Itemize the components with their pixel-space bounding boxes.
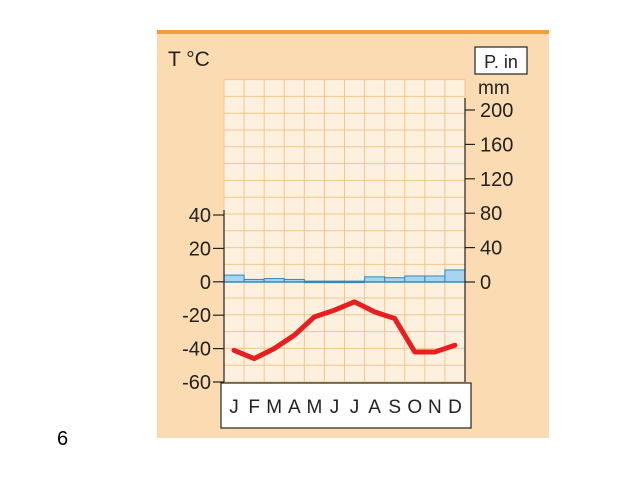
month-label: J	[330, 397, 340, 418]
month-label: J	[350, 397, 360, 418]
left-axis-tick-label: 20	[189, 238, 211, 260]
left-axis-tick-label: -20	[182, 305, 211, 327]
left-axis-tick-label: -60	[182, 372, 211, 394]
precipitation-bar	[444, 269, 466, 283]
precipitation-bar	[404, 275, 426, 283]
right-axis-tick-label: 0	[480, 272, 491, 294]
month-label: D	[448, 397, 462, 418]
month-label: A	[368, 397, 381, 418]
month-label: S	[388, 397, 401, 418]
month-label-box	[220, 382, 472, 429]
left-axis-title: T °C	[168, 48, 210, 71]
month-label: M	[306, 397, 322, 418]
temperature-line	[231, 299, 458, 362]
precipitation-bar	[424, 275, 446, 283]
grid	[223, 79, 466, 383]
right-axis-tick-label: 120	[480, 169, 513, 191]
precipitation-bar	[364, 276, 386, 283]
month-label: F	[248, 397, 260, 418]
left-axis-tick-label: 0	[200, 272, 211, 294]
left-axis: 40 20 0 -20 -40 -60	[182, 205, 225, 394]
right-axis-tick-label: 200	[480, 100, 513, 122]
month-label: M	[266, 397, 282, 418]
precipitation-bar	[223, 274, 245, 283]
right-axis-tick-label: 160	[480, 134, 513, 156]
right-axis-tick-label: 80	[480, 203, 502, 225]
right-axis-title-box	[474, 46, 528, 75]
month-label: O	[407, 397, 422, 418]
left-axis-tick-label: 40	[189, 205, 211, 227]
left-axis-tick-label: -40	[182, 339, 211, 361]
month-label: N	[428, 397, 442, 418]
chart-top-border	[157, 30, 549, 34]
right-axis-title: P. in	[484, 52, 518, 72]
right-axis-unit: mm	[478, 78, 510, 99]
month-label: J	[229, 397, 239, 418]
slide-number: 6	[57, 428, 69, 450]
right-axis: 200 160 120 80 40 0	[464, 98, 513, 382]
month-label: A	[288, 397, 301, 418]
right-axis-tick-label: 40	[480, 238, 502, 260]
